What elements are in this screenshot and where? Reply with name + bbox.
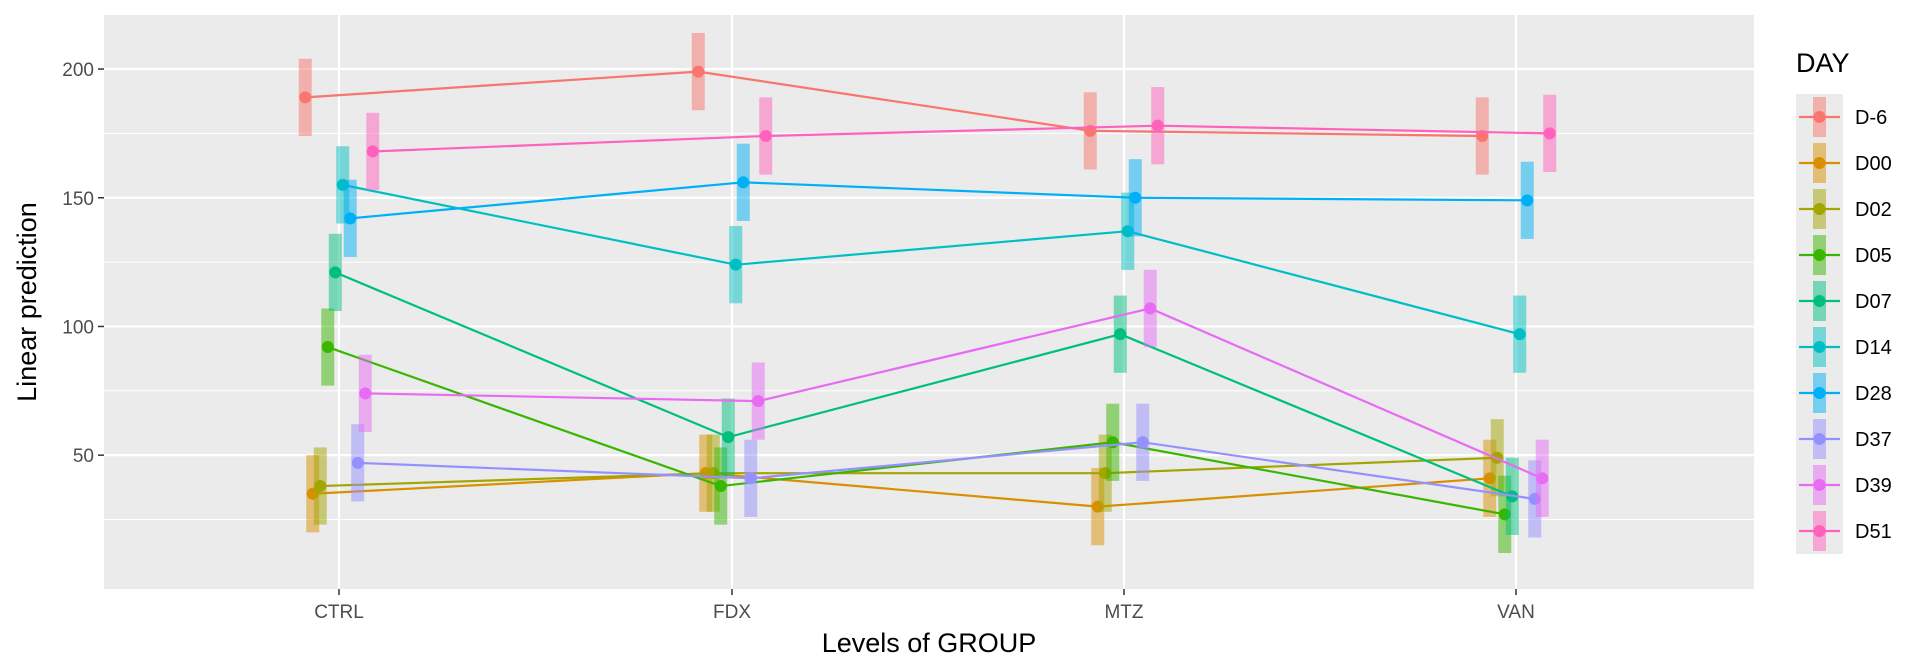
y-tick-label: 50 xyxy=(73,446,94,467)
data-point xyxy=(759,129,772,142)
data-point xyxy=(752,395,765,408)
data-point xyxy=(366,145,379,158)
legend: DAY D-6 D00 D02 D05 D07 D14 D28 D37 D39 D51 xyxy=(1796,48,1892,554)
legend-item: D02 xyxy=(1796,186,1892,232)
data-point xyxy=(1151,119,1164,132)
data-point xyxy=(1144,302,1157,315)
series-D07 xyxy=(328,233,1519,535)
legend-key-point xyxy=(1813,479,1826,491)
legend-label: D28 xyxy=(1855,383,1892,405)
data-point xyxy=(692,65,705,78)
data-point xyxy=(729,258,742,271)
series-line xyxy=(312,472,1490,508)
data-point xyxy=(1136,436,1149,449)
series-line xyxy=(334,271,1513,498)
series-line xyxy=(350,181,1528,220)
legend-key-point xyxy=(1813,433,1826,445)
legend-label: D-6 xyxy=(1855,107,1887,129)
x-axis: CTRL FDX MTZ VAN xyxy=(314,589,1535,623)
legend-label: D14 xyxy=(1855,337,1892,359)
data-point xyxy=(1543,127,1556,140)
legend-item: D39 xyxy=(1796,462,1892,508)
series-line xyxy=(305,70,1483,138)
legend-label: D39 xyxy=(1855,475,1892,497)
legend-label: D37 xyxy=(1855,429,1892,451)
data-point xyxy=(299,91,312,104)
legend-item: D07 xyxy=(1796,278,1892,324)
legend-label: D05 xyxy=(1855,245,1892,267)
y-axis-title: Linear prediction xyxy=(12,202,42,402)
legend-key-point xyxy=(1813,157,1826,169)
series-line xyxy=(342,183,1521,336)
legend-label: D51 xyxy=(1855,521,1892,543)
y-axis: 50 100 150 200 xyxy=(62,60,104,467)
data-point xyxy=(359,387,372,400)
series-line xyxy=(365,307,1543,480)
legend-label: D02 xyxy=(1855,199,1892,221)
data-point xyxy=(1513,328,1526,341)
series-line xyxy=(372,124,1550,153)
x-axis-title: Levels of GROUP xyxy=(822,628,1037,658)
data-point xyxy=(1129,191,1142,204)
legend-item: D14 xyxy=(1796,324,1892,370)
legend-label: D00 xyxy=(1855,153,1892,175)
data-point xyxy=(714,480,727,493)
data-point xyxy=(1536,472,1549,485)
legend-item: D05 xyxy=(1796,232,1892,278)
x-tick-label: CTRL xyxy=(314,602,364,623)
data-point xyxy=(1521,194,1534,207)
data-point xyxy=(344,212,357,225)
data-point xyxy=(1114,328,1127,341)
legend-label: D07 xyxy=(1855,291,1892,313)
legend-key-point xyxy=(1813,203,1826,215)
y-tick-label: 100 xyxy=(62,317,94,338)
series-line xyxy=(357,441,1535,500)
legend-title: DAY xyxy=(1796,48,1850,78)
y-tick-label: 150 xyxy=(62,189,94,210)
legend-key-point xyxy=(1813,295,1826,307)
legend-item: D00 xyxy=(1796,140,1892,186)
series-D-6 xyxy=(298,33,1489,175)
data-point xyxy=(722,431,735,444)
data-point xyxy=(329,266,342,279)
data-point xyxy=(321,341,334,354)
series-D51 xyxy=(366,87,1557,191)
legend-key-point xyxy=(1813,387,1826,399)
legend-key-point xyxy=(1813,111,1826,123)
legend-item: D-6 xyxy=(1796,94,1887,140)
legend-key-point xyxy=(1813,341,1826,353)
data-point xyxy=(314,480,327,493)
x-tick-label: MTZ xyxy=(1104,602,1143,623)
data-point xyxy=(351,456,364,469)
series-layer xyxy=(298,33,1557,553)
legend-item: D51 xyxy=(1796,508,1892,554)
x-tick-label: FDX xyxy=(713,602,751,623)
legend-key-point xyxy=(1813,249,1826,261)
data-point xyxy=(737,176,750,189)
series-D39 xyxy=(358,269,1549,517)
x-tick-label: VAN xyxy=(1497,602,1535,623)
legend-key-point xyxy=(1813,525,1826,537)
legend-item: D37 xyxy=(1796,416,1892,462)
data-point xyxy=(744,472,757,485)
legend-item: D28 xyxy=(1796,370,1892,416)
series-D28 xyxy=(343,143,1534,257)
y-tick-label: 200 xyxy=(62,60,94,81)
